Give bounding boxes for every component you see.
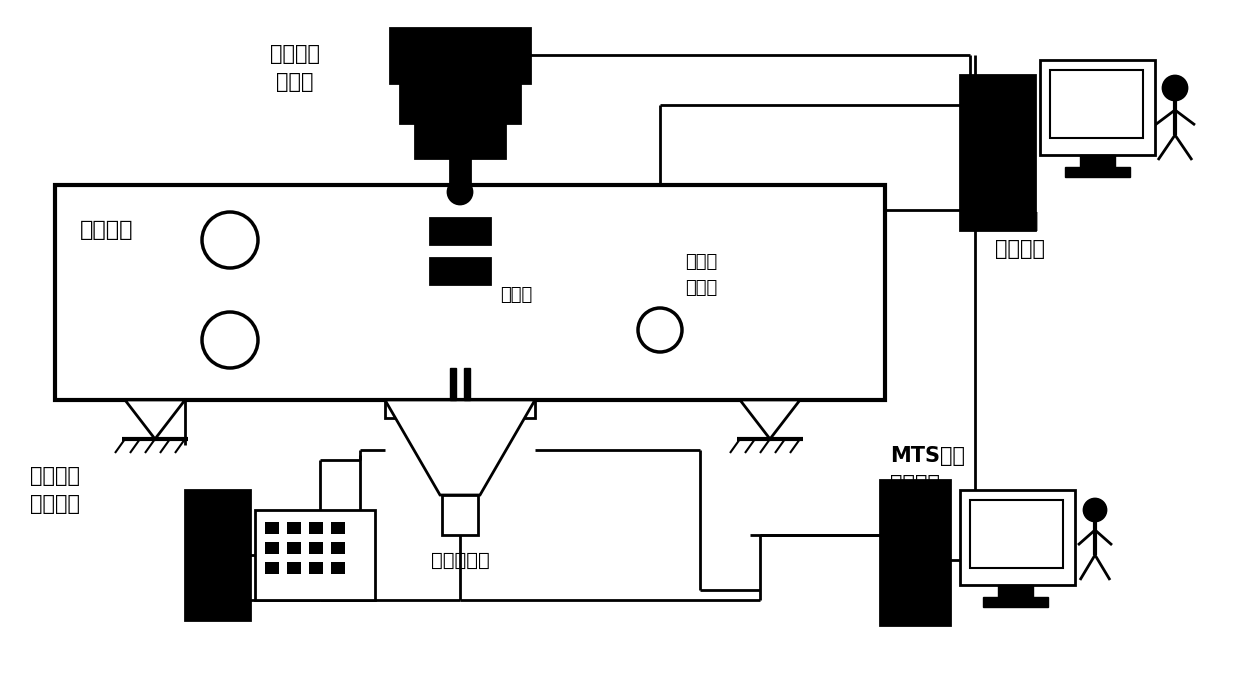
Bar [255, 510, 374, 600]
Polygon shape [125, 400, 185, 439]
Bar [1065, 167, 1130, 177]
Bar [286, 562, 301, 574]
Bar [401, 83, 520, 123]
Bar [880, 480, 950, 625]
Polygon shape [384, 400, 534, 495]
Bar [441, 495, 477, 535]
Bar [450, 368, 456, 400]
Bar [983, 597, 1048, 607]
Bar [960, 75, 1035, 230]
Bar [998, 585, 1033, 597]
Bar [450, 158, 470, 188]
Bar [450, 418, 470, 436]
Text: 夹式引伸计: 夹式引伸计 [430, 550, 490, 569]
Bar [331, 562, 345, 574]
Bar [430, 218, 490, 244]
Bar [331, 522, 345, 534]
Bar [331, 542, 345, 554]
Circle shape [448, 180, 472, 204]
Bar [960, 490, 1075, 585]
Bar [265, 562, 279, 574]
Bar [1080, 155, 1115, 167]
Circle shape [1163, 76, 1187, 100]
Bar [286, 522, 301, 534]
Bar [265, 522, 279, 534]
Bar [309, 542, 322, 554]
Circle shape [202, 312, 258, 368]
Polygon shape [740, 400, 800, 439]
Text: 声发射
传感器: 声发射 传感器 [684, 254, 717, 297]
Bar [309, 562, 322, 574]
Bar [55, 185, 885, 400]
Bar [309, 522, 322, 534]
Circle shape [1084, 499, 1106, 521]
Text: 动态应变
采集系统: 动态应变 采集系统 [30, 466, 81, 514]
Circle shape [639, 308, 682, 352]
Text: 应变片: 应变片 [500, 286, 532, 304]
Bar [185, 490, 250, 620]
Bar [265, 542, 279, 554]
Text: 声发射
监测系统: 声发射 监测系统 [994, 211, 1045, 259]
Bar [464, 368, 470, 400]
Polygon shape [405, 418, 515, 482]
Text: 混凝土梁: 混凝土梁 [81, 220, 134, 240]
Bar [415, 123, 505, 158]
Bar [1040, 60, 1154, 155]
Bar [391, 28, 529, 83]
Circle shape [202, 212, 258, 268]
Bar [384, 400, 534, 418]
Bar [286, 542, 301, 554]
Bar [970, 500, 1063, 568]
Bar [430, 258, 490, 284]
Bar [1050, 70, 1143, 138]
Text: 液压伺服
作动器: 液压伺服 作动器 [270, 44, 320, 92]
Text: MTS加载
控制系统: MTS加载 控制系统 [890, 446, 965, 494]
